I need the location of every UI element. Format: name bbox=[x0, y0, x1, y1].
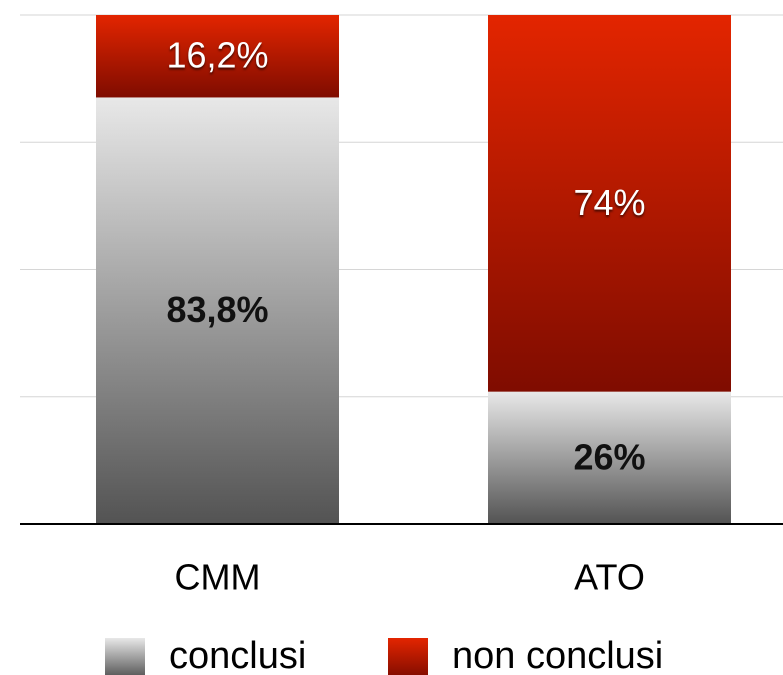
data-label: 74% bbox=[573, 182, 645, 223]
data-label: 83,8% bbox=[166, 289, 268, 330]
legend-swatch bbox=[105, 638, 145, 675]
legend-label: non conclusi bbox=[452, 635, 663, 675]
data-label: 26% bbox=[573, 436, 645, 477]
x-tick-label: ATO bbox=[574, 557, 645, 598]
data-label: 16,2% bbox=[166, 35, 268, 76]
bar-segment bbox=[96, 97, 339, 524]
bar-segment bbox=[96, 15, 339, 98]
legend-swatch bbox=[388, 638, 428, 675]
bar-segment bbox=[488, 391, 731, 524]
x-tick-label: CMM bbox=[175, 557, 261, 598]
bar-segment bbox=[488, 15, 731, 392]
legend-label: conclusi bbox=[169, 635, 306, 675]
